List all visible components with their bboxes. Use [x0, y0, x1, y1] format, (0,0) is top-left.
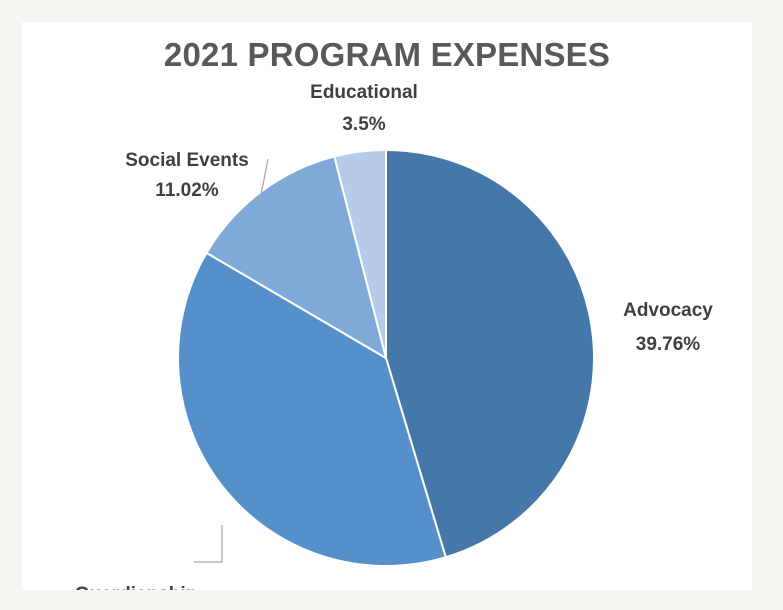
- label-name-advocacy: Advocacy: [623, 300, 713, 321]
- leader-line-social-events: [259, 158, 269, 201]
- slice-social-events: [205, 155, 388, 361]
- label-value-educational: 3.5%: [342, 114, 385, 135]
- pie-slices: [177, 148, 595, 567]
- label-value-social-events: 11.02%: [155, 180, 218, 201]
- leader-line-guardianship: [194, 525, 223, 563]
- slice-advocacy: [385, 148, 595, 559]
- label-name-educational: Educational: [310, 82, 418, 103]
- label-name-social-events: Social Events: [125, 150, 249, 171]
- leader-lines: [194, 158, 269, 563]
- slice-educational: [333, 148, 387, 359]
- slice-guardianship: [177, 251, 448, 567]
- chart-card: 2021 PROGRAM EXPENSES Advocacy 39.76% Guar…: [22, 22, 752, 590]
- label-name-guardianship: Guardianship: [75, 584, 197, 590]
- label-value-advocacy: 39.76%: [636, 334, 701, 355]
- chart-title: 2021 PROGRAM EXPENSES: [163, 36, 611, 73]
